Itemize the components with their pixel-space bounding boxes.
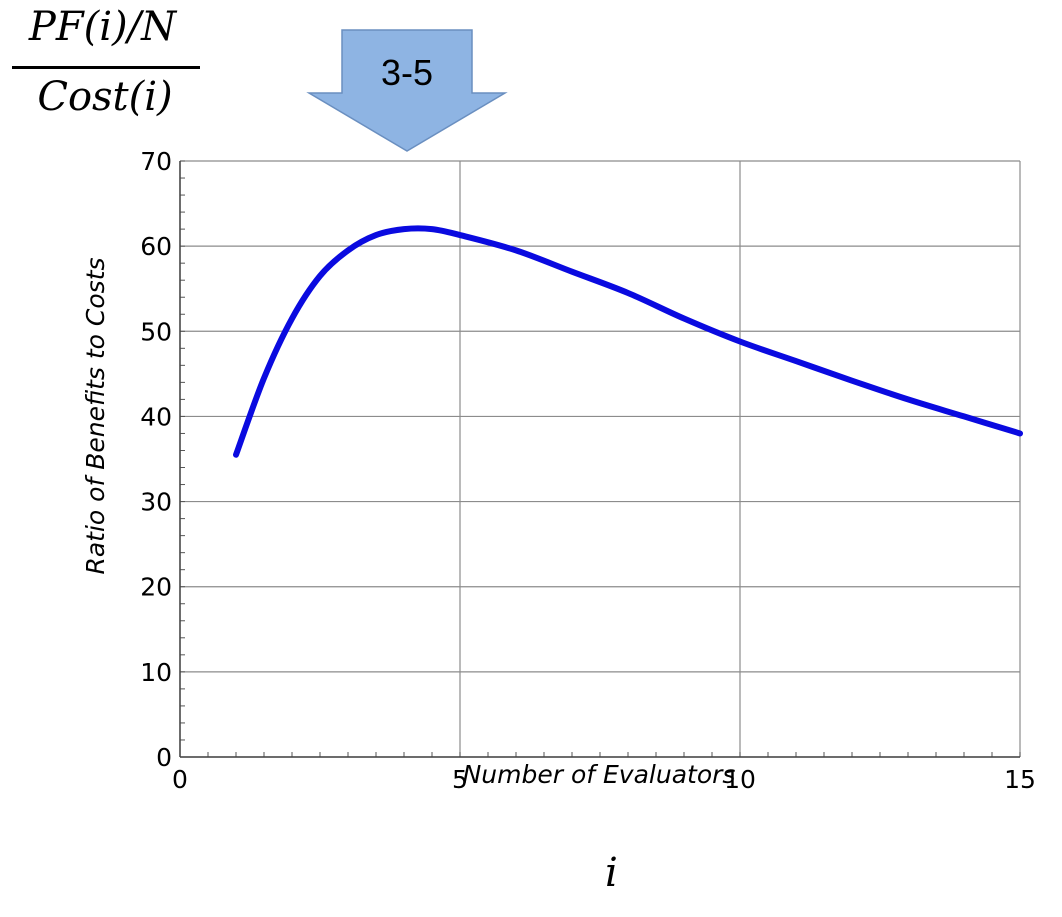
data-point [849, 378, 855, 384]
data-point [289, 316, 295, 322]
data-point [513, 247, 519, 253]
x-variable-label: i [605, 850, 618, 896]
callout-arrow: 3-5 [306, 29, 508, 152]
x-tick-label: 15 [1004, 765, 1036, 794]
data-point [793, 358, 799, 364]
data-point [345, 247, 351, 253]
y-tick-label: 30 [140, 488, 172, 517]
data-point [569, 269, 575, 275]
data-point [317, 273, 323, 279]
data-point [681, 316, 687, 322]
y-tick-label: 60 [140, 232, 172, 261]
formula-denominator: Cost(i) [37, 74, 173, 120]
y-tick-label: 70 [140, 147, 172, 176]
data-point [401, 226, 407, 232]
x-axis-label: Number of Evaluators [463, 760, 736, 789]
y-tick-label: 10 [140, 658, 172, 687]
data-point [961, 413, 967, 419]
series-line [233, 225, 1023, 458]
x-tick-label: 10 [724, 765, 756, 794]
fraction-bar [12, 66, 200, 69]
data-point [1017, 430, 1023, 436]
y-tick-label: 0 [156, 743, 172, 772]
data-point [737, 339, 743, 345]
formula-numerator: PF(i)/N [28, 4, 177, 50]
data-point [373, 232, 379, 238]
arrow-label: 3-5 [381, 52, 433, 93]
down-arrow-shape [306, 29, 508, 152]
data-point [457, 232, 463, 238]
data-point [233, 452, 239, 458]
x-tick-label: 5 [452, 765, 468, 794]
data-point [429, 226, 435, 232]
ratio-formula: PF(i)/N Cost(i) [0, 0, 215, 130]
y-axis-label: Ratio of Benefits to Costs [81, 257, 110, 574]
data-point [905, 396, 911, 402]
y-tick-label: 40 [140, 402, 172, 431]
data-point [625, 290, 631, 296]
y-tick-label: 50 [140, 317, 172, 346]
x-tick-label: 0 [172, 765, 188, 794]
y-tick-label: 20 [140, 573, 172, 602]
data-point [261, 375, 267, 381]
